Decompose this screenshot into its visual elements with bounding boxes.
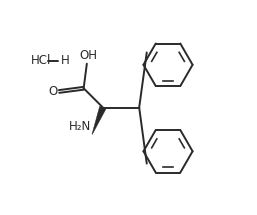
Polygon shape [92,106,106,134]
Text: HCl: HCl [31,54,52,67]
Text: H: H [61,54,70,67]
Text: H₂N: H₂N [69,120,91,133]
Text: O: O [49,84,58,98]
Text: OH: OH [79,49,97,62]
